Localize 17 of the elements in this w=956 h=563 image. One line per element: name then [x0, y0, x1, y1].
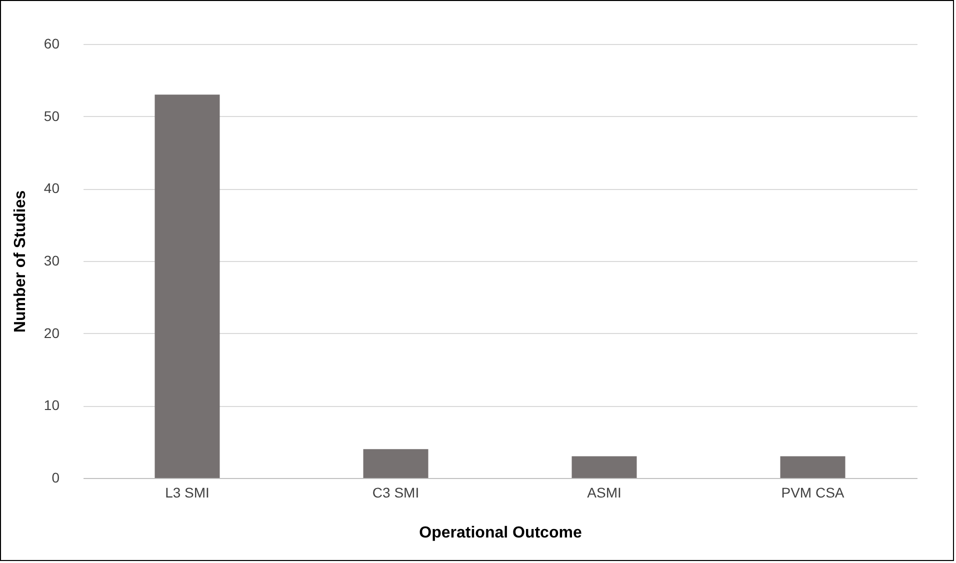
y-tick-label: 50	[44, 108, 60, 124]
y-tick-label: 0	[52, 470, 60, 486]
y-tick-label: 10	[44, 397, 60, 414]
y-tick-label: 60	[44, 36, 60, 52]
y-tick-label: 30	[44, 252, 60, 268]
bar	[780, 456, 846, 478]
x-tick-label: L3 SMI	[165, 484, 210, 500]
x-axis-title: Operational Outcome	[419, 524, 582, 542]
x-tick-label: PVM CSA	[781, 484, 845, 500]
bar	[363, 449, 428, 478]
y-axis-title: Number of Studies	[12, 190, 29, 333]
bar	[154, 94, 220, 478]
x-tick-label: ASMI	[587, 484, 622, 500]
y-tick-label: 40	[44, 180, 60, 196]
y-tick-label: 20	[44, 324, 60, 341]
x-tick-label: C3 SMI	[372, 484, 420, 500]
bar	[572, 456, 637, 478]
